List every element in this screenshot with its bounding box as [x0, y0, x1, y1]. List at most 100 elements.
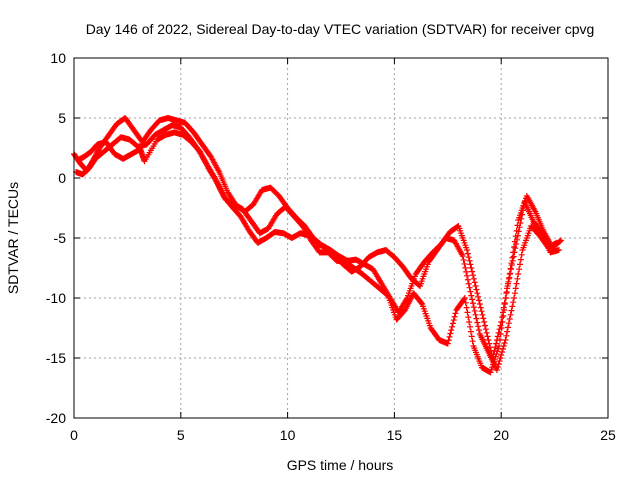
data-point: [518, 251, 525, 258]
data-point: [557, 238, 564, 245]
data-point: [470, 304, 477, 311]
data-point: [446, 333, 453, 340]
data-point: [475, 327, 482, 334]
chart-title: Day 146 of 2022, Sidereal Day-to-day VTE…: [86, 21, 595, 37]
data-point: [467, 323, 474, 330]
data-point: [488, 366, 495, 373]
data-points: [71, 115, 565, 376]
data-point: [450, 317, 457, 324]
data-point: [491, 356, 498, 363]
data-point: [514, 236, 521, 243]
data-point: [464, 272, 471, 279]
data-point: [511, 249, 518, 256]
data-point: [505, 324, 512, 331]
data-point: [477, 304, 484, 311]
data-point: [470, 300, 477, 307]
data-point: [508, 307, 515, 314]
data-point: [505, 320, 512, 327]
data-point: [507, 270, 514, 277]
data-point: [470, 272, 477, 279]
data-point: [497, 355, 504, 361]
data-point: [503, 332, 510, 339]
data-point: [502, 301, 509, 307]
data-point: [506, 316, 513, 322]
data-point: [475, 297, 482, 304]
data-point: [465, 280, 472, 287]
data-point: [517, 220, 524, 226]
data-point: [473, 315, 480, 322]
data-point: [513, 241, 520, 247]
data-point: [449, 323, 456, 330]
data-point: [514, 232, 521, 239]
data-point: [510, 253, 517, 260]
data-point: [469, 296, 476, 303]
data-point: [463, 304, 470, 311]
axis-ticks: 0 5 10 15 20 25 -20 -15 -10 -5 0 5 10: [46, 50, 616, 443]
data-point: [462, 299, 469, 306]
data-point: [502, 337, 509, 343]
x-axis-title: GPS time / hours: [287, 457, 394, 473]
data-point: [501, 340, 508, 346]
data-point: [507, 311, 514, 318]
data-point: [493, 367, 500, 373]
data-point: [500, 313, 507, 319]
data-point: [463, 268, 470, 275]
data-point: [509, 303, 516, 310]
data-point: [444, 340, 451, 347]
y-tick-label: -5: [54, 230, 67, 246]
data-point: [449, 320, 456, 327]
x-tick-label: 15: [387, 427, 403, 443]
data-point: [504, 328, 511, 335]
data-point: [485, 337, 492, 343]
data-point: [516, 224, 523, 231]
data-point: [506, 274, 513, 281]
data-point: [479, 311, 486, 318]
data-point: [467, 288, 474, 295]
data-point: [481, 322, 488, 329]
data-point: [505, 278, 512, 285]
data-point: [474, 319, 481, 326]
data-point: [467, 328, 474, 335]
data-point: [499, 319, 506, 325]
data-point: [459, 253, 466, 259]
data-point: [384, 291, 391, 298]
data-point: [471, 279, 478, 286]
data-point: [464, 250, 471, 257]
data-point: [487, 369, 494, 376]
data-point: [464, 276, 471, 283]
data-point: [504, 283, 511, 289]
data-point: [501, 307, 508, 313]
data-point: [465, 314, 472, 321]
data-point: [555, 247, 562, 253]
data-point: [452, 310, 459, 317]
x-tick-label: 0: [70, 427, 78, 443]
data-point: [490, 358, 497, 365]
data-point: [517, 256, 524, 263]
data-point: [537, 229, 544, 235]
data-point: [466, 257, 473, 264]
data-point: [512, 245, 519, 252]
x-tick-label: 25: [600, 427, 616, 443]
data-point: [475, 323, 482, 330]
data-point: [495, 345, 502, 352]
data-point: [496, 337, 503, 343]
y-tick-label: 0: [58, 170, 66, 186]
y-tick-label: -15: [46, 350, 66, 366]
data-point: [498, 325, 505, 331]
data-point: [490, 361, 497, 368]
series-track-c: [75, 129, 562, 376]
data-point: [514, 275, 521, 282]
data-point: [492, 353, 499, 360]
data-point: [484, 333, 491, 340]
y-tick-label: -10: [46, 290, 66, 306]
data-point: [473, 286, 480, 293]
data-point: [498, 352, 505, 358]
data-point: [553, 239, 560, 246]
data-point: [486, 340, 493, 347]
data-point: [515, 271, 522, 277]
data-point: [464, 309, 471, 316]
data-point: [489, 364, 496, 371]
data-point: [516, 261, 523, 268]
data-point: [503, 289, 510, 295]
